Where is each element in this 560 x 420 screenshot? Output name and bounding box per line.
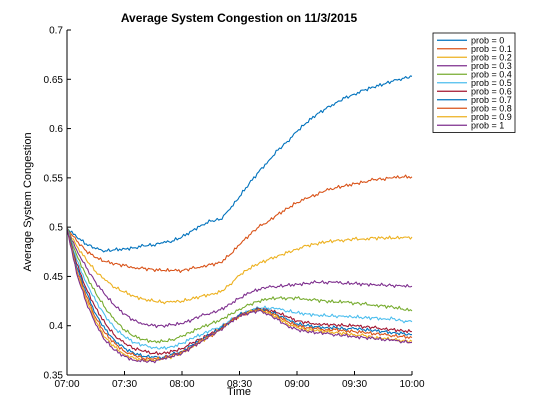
series-line-prob-0-6 [66, 228, 413, 356]
y-tick-label: 0.4 [49, 321, 63, 332]
series-line-prob-0-4 [66, 227, 413, 344]
y-tick-label: 0.6 [49, 124, 63, 135]
chart-title: Average System Congestion on 11/3/2015 [121, 11, 358, 25]
legend-entry: prob = 0.8 [471, 103, 512, 113]
legend-entry: prob = 0 [471, 35, 504, 45]
y-tick-label: 0.55 [44, 173, 64, 184]
y-tick-label: 0.35 [44, 371, 64, 382]
series-line-prob-0-7 [66, 228, 413, 360]
x-tick-label: 10:00 [399, 379, 424, 390]
x-axis-label: Time [227, 386, 251, 398]
series-line-prob-0-2 [66, 227, 413, 305]
legend-entry: prob = 0.4 [471, 69, 512, 79]
legend-entry: prob = 0.3 [471, 61, 512, 71]
legend-entry: prob = 0.6 [471, 86, 512, 96]
legend-entry: prob = 0.5 [471, 78, 512, 88]
x-tick-label: 07:30 [112, 379, 137, 390]
series-line-prob-0-8 [66, 228, 413, 361]
x-tick-label: 09:00 [284, 379, 309, 390]
y-tick-label: 0.45 [44, 272, 64, 283]
plot-area: 07:00 07:30 08:00 08:30 09:00 09:30 10:00 0.35 0… [44, 26, 425, 391]
legend-entry: prob = 1 [471, 120, 504, 130]
series-line-prob-0-3 [66, 227, 413, 329]
x-tick-label: 07:00 [54, 379, 79, 390]
legend-entry: prob = 0.7 [471, 95, 512, 105]
legend-entry: prob = 0.9 [471, 112, 512, 122]
series-line-prob-0-1 [66, 174, 413, 274]
series-line-prob-1 [66, 228, 413, 364]
series-line-prob-0-9 [66, 228, 413, 363]
y-tick-label: 0.65 [44, 75, 64, 86]
legend-entry: prob = 0.2 [471, 52, 512, 62]
legend-entry: prob = 0.1 [471, 44, 512, 54]
x-tick-label: 08:00 [169, 379, 194, 390]
x-tick-label: 08:30 [227, 379, 252, 390]
y-tick-label: 0.7 [49, 26, 63, 37]
y-tick-label: 0.5 [49, 223, 63, 234]
x-tick-label: 09:30 [342, 379, 367, 390]
y-axis-label: Average System Congestion [22, 132, 34, 271]
series-line-prob-0 [66, 75, 413, 253]
